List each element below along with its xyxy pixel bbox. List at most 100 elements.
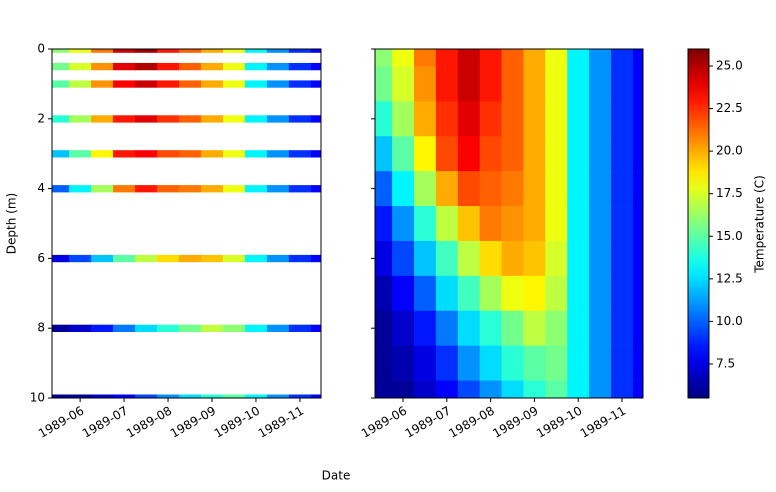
cell <box>457 240 481 277</box>
cell <box>91 80 114 88</box>
cell <box>523 136 546 172</box>
cell <box>310 80 321 88</box>
cell <box>244 115 268 123</box>
cell <box>479 310 503 346</box>
cell <box>266 80 290 88</box>
cell <box>457 171 481 207</box>
cell <box>457 136 481 172</box>
cell <box>91 49 114 53</box>
cell <box>52 80 70 88</box>
cell <box>222 254 246 263</box>
colorbar-tick-label: 22.5 <box>716 101 743 115</box>
colorbar-tick-label: 12.5 <box>716 271 743 285</box>
cell <box>266 185 290 193</box>
cell <box>479 240 503 277</box>
cell <box>392 136 415 172</box>
x-tick-label: 1989-07 <box>80 404 130 441</box>
y-tick-label: 2 <box>37 111 45 125</box>
cell <box>222 150 246 158</box>
cell <box>479 206 503 242</box>
cell <box>135 185 158 193</box>
cell <box>135 49 158 53</box>
cell <box>201 150 224 158</box>
cell <box>523 49 546 67</box>
cell <box>435 136 459 172</box>
cell <box>611 101 634 137</box>
x-tick-label: 1989-06 <box>36 404 86 441</box>
cell <box>157 150 180 158</box>
cell <box>201 394 224 398</box>
cell <box>501 101 525 137</box>
cell <box>413 49 437 67</box>
cell <box>501 380 525 398</box>
plot-area <box>375 49 643 398</box>
cell <box>413 101 437 137</box>
cell <box>435 206 459 242</box>
cell <box>479 275 503 312</box>
cell <box>413 136 437 172</box>
cell <box>632 66 643 102</box>
cell <box>69 49 92 53</box>
cell <box>567 345 590 381</box>
cell <box>632 345 643 381</box>
y-tick-label: 0 <box>37 42 45 56</box>
cell <box>545 66 568 102</box>
cell <box>157 115 180 123</box>
cell <box>457 49 481 67</box>
cell <box>310 254 321 263</box>
cell <box>157 254 180 263</box>
cell <box>567 136 590 172</box>
cell <box>545 310 568 346</box>
cell <box>201 115 224 123</box>
cell <box>375 101 393 137</box>
cell <box>179 80 202 88</box>
cell <box>392 275 415 312</box>
cell <box>310 115 321 123</box>
cell <box>91 394 114 398</box>
cell <box>244 185 268 193</box>
cell <box>545 136 568 172</box>
cell <box>179 394 202 398</box>
cell <box>157 62 180 71</box>
cell <box>589 275 612 312</box>
cell <box>201 324 224 332</box>
cell <box>413 66 437 102</box>
cell <box>52 324 70 332</box>
x-tick-label: 1989-11 <box>256 404 306 441</box>
cell <box>545 171 568 207</box>
cell <box>375 66 393 102</box>
cell <box>392 380 415 398</box>
cell <box>611 275 634 312</box>
cell <box>413 345 437 381</box>
cell <box>632 275 643 312</box>
cell <box>157 324 180 332</box>
cell <box>52 394 70 398</box>
axes-frame <box>374 48 644 399</box>
cell <box>589 136 612 172</box>
y-tick-label: 10 <box>30 391 45 405</box>
cell <box>244 62 268 71</box>
cell <box>545 380 568 398</box>
cell <box>589 380 612 398</box>
cell <box>611 136 634 172</box>
colorbar-tick-label: 20.0 <box>716 144 743 158</box>
colorbar-tick-label: 17.5 <box>716 186 743 200</box>
cell <box>392 206 415 242</box>
cell <box>179 150 202 158</box>
cell <box>435 310 459 346</box>
cell <box>632 380 643 398</box>
cell <box>392 101 415 137</box>
cell <box>69 115 92 123</box>
cell <box>91 185 114 193</box>
cell <box>501 136 525 172</box>
axes-frame <box>51 48 322 399</box>
cell <box>545 49 568 67</box>
cell <box>310 49 321 53</box>
cell <box>266 394 290 398</box>
cell <box>310 185 321 193</box>
cell <box>435 171 459 207</box>
cell <box>91 62 114 71</box>
cell <box>179 49 202 53</box>
cell <box>567 380 590 398</box>
cell <box>113 185 136 193</box>
